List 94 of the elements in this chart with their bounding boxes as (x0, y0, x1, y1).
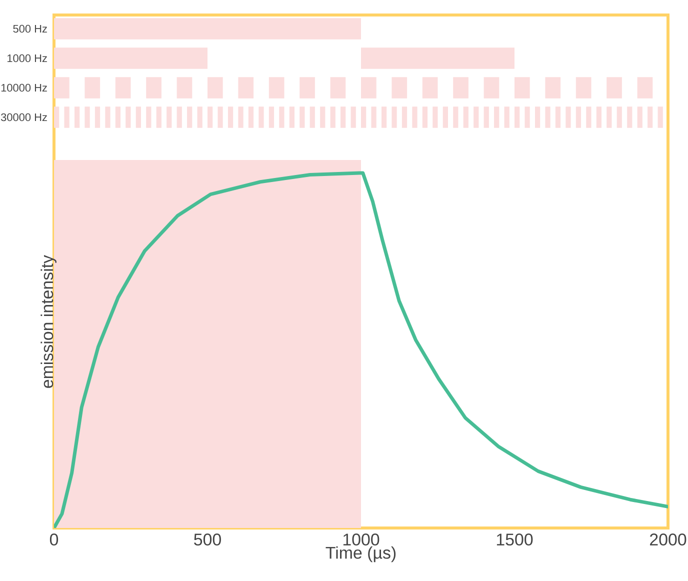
y-tick-label: 1000 Hz (7, 54, 47, 62)
bar (412, 106, 418, 128)
bar (442, 106, 448, 128)
bar (289, 106, 295, 128)
bar (658, 106, 663, 128)
bar (524, 106, 530, 128)
bar (64, 106, 70, 128)
bar (54, 48, 208, 69)
bar (248, 106, 254, 128)
bar (371, 106, 376, 128)
bar (361, 48, 515, 69)
bar (484, 106, 489, 128)
bar (340, 106, 346, 128)
bar (320, 106, 326, 128)
bar (474, 106, 479, 128)
bar (279, 106, 284, 128)
bar (176, 106, 182, 128)
bar (115, 77, 131, 98)
bar (494, 106, 500, 128)
bar (392, 77, 408, 98)
bar (330, 77, 346, 98)
bar (381, 106, 387, 128)
bar (54, 18, 362, 40)
bar (105, 106, 110, 128)
bar (197, 106, 202, 128)
bar (187, 106, 192, 128)
bar (606, 106, 612, 128)
bar (504, 106, 510, 128)
x-tick-label: 1500 (496, 534, 533, 546)
bar (238, 106, 244, 128)
x-tick-label: 2000 (650, 534, 686, 546)
bar (555, 106, 561, 128)
y-tick-label: 30000 Hz (0, 113, 47, 122)
bar (422, 106, 428, 128)
bar (268, 106, 274, 128)
bar (576, 106, 582, 128)
bar (576, 77, 592, 98)
bar (228, 106, 234, 128)
bar (545, 77, 561, 98)
bar (156, 106, 162, 128)
bar (392, 106, 397, 128)
x-tick-label: 0 (50, 534, 58, 546)
bar (126, 106, 131, 128)
bar (484, 77, 500, 98)
bar (361, 106, 366, 128)
bar (330, 106, 336, 128)
bar (422, 77, 438, 98)
bar (432, 106, 438, 128)
bar (84, 77, 100, 98)
bar (176, 77, 192, 98)
bar (616, 106, 622, 128)
bar (514, 77, 530, 98)
y-tick-label: 500 Hz (13, 24, 47, 33)
bar (310, 106, 315, 128)
bar (627, 106, 632, 128)
bar (208, 106, 213, 128)
bar (453, 77, 468, 98)
bar (74, 106, 80, 128)
bar (534, 106, 540, 128)
bar (136, 106, 142, 128)
bar (648, 106, 653, 128)
bar (54, 106, 60, 128)
bar (514, 106, 520, 128)
y-axis-title: emission intensity (40, 255, 56, 388)
bar (258, 106, 264, 128)
bar (115, 106, 121, 128)
bar (84, 106, 90, 128)
y-tick-label: 10000 Hz (1, 84, 47, 92)
bar (463, 106, 468, 128)
bar (300, 106, 305, 128)
bar (453, 106, 458, 128)
bar (361, 77, 376, 98)
bar (94, 106, 100, 128)
bar (596, 106, 602, 128)
bar (166, 106, 172, 128)
bar (218, 106, 223, 128)
x-axis-title: Time (µs) (326, 546, 396, 562)
x-tick-label: 1000 (343, 534, 380, 546)
bar (586, 106, 592, 128)
bar (146, 106, 152, 128)
bar (545, 106, 550, 128)
bar (402, 106, 408, 128)
bar (146, 77, 162, 98)
bar (54, 77, 70, 98)
bar (566, 106, 571, 128)
x-tick-label: 500 (194, 534, 221, 546)
bar (238, 77, 254, 98)
bar (637, 77, 653, 98)
bar (208, 77, 223, 98)
bar (606, 77, 622, 98)
bar (300, 77, 315, 98)
bar (268, 77, 284, 98)
bar (637, 106, 642, 128)
bar (350, 106, 356, 128)
